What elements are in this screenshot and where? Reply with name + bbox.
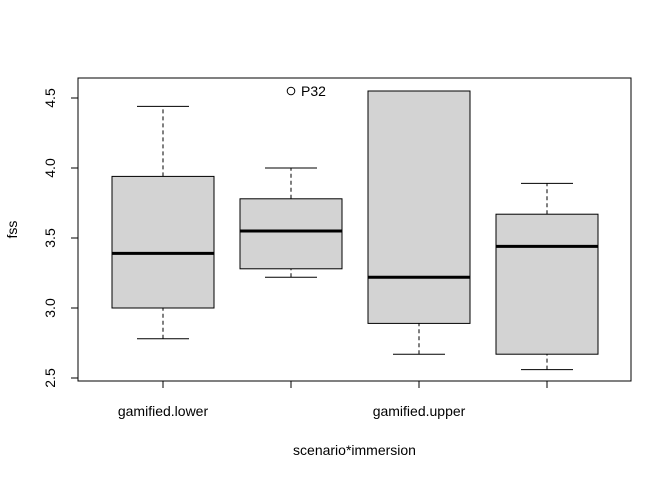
x-tick-label: gamified.lower bbox=[118, 403, 209, 419]
box-group-3 bbox=[367, 90, 471, 355]
y-tick-label: 3.0 bbox=[42, 298, 58, 318]
x-axis-label: scenario*immersion bbox=[293, 442, 416, 458]
iqr-box bbox=[367, 90, 471, 324]
x-tick-label: gamified.upper bbox=[373, 403, 466, 419]
box-group-2 bbox=[239, 167, 343, 278]
y-tick-label: 2.5 bbox=[42, 368, 58, 388]
iqr-box bbox=[111, 175, 215, 309]
iqr-box bbox=[239, 198, 343, 270]
iqr-box bbox=[495, 213, 599, 355]
box-group-1 bbox=[111, 105, 215, 340]
y-tick-label: 3.5 bbox=[42, 228, 58, 248]
outlier-label: P32 bbox=[301, 83, 326, 99]
y-tick-label: 4.5 bbox=[42, 88, 58, 108]
y-axis-label: fss bbox=[4, 221, 20, 239]
outlier-point bbox=[286, 86, 296, 96]
box-group-4 bbox=[495, 182, 599, 371]
y-tick-label: 4.0 bbox=[42, 158, 58, 178]
